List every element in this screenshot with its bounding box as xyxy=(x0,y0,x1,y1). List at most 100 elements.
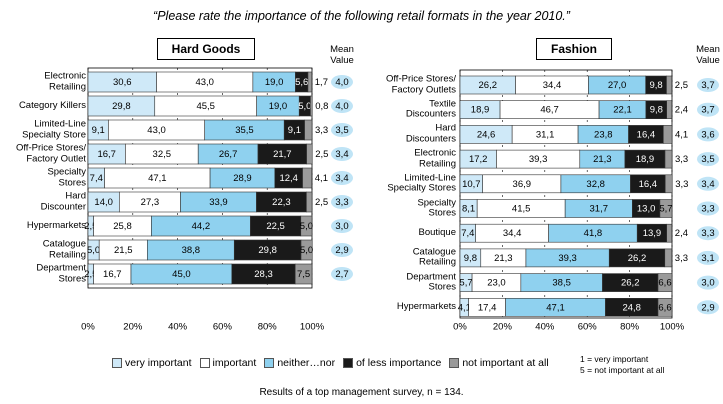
value-label: 16,4 xyxy=(639,179,658,190)
value-label: 27,3 xyxy=(141,197,160,208)
value-label: 0,8 xyxy=(315,101,328,112)
value-label: 26,2 xyxy=(628,253,647,264)
category-label: Electronic Retailing xyxy=(44,70,86,92)
value-label: 21,7 xyxy=(273,149,292,160)
value-label: 16,7 xyxy=(103,269,122,280)
mean-bubble xyxy=(697,127,719,142)
value-label: 3,3 xyxy=(675,179,688,190)
mean-bubble xyxy=(331,123,353,137)
category-label: Department Stores xyxy=(36,262,86,284)
category-label: Textile Discounters xyxy=(405,98,456,120)
bar-segment xyxy=(664,149,673,169)
category-label: Catalogue Retailing xyxy=(42,238,86,260)
x-tick-label: 20% xyxy=(493,322,513,333)
value-label: 9,8 xyxy=(649,80,662,91)
value-label: 23,8 xyxy=(594,129,613,140)
value-label: 2,4 xyxy=(675,105,688,116)
legend-swatch xyxy=(449,358,460,368)
mean-label: 2,9 xyxy=(701,302,714,313)
value-label: 5,0 xyxy=(300,221,313,232)
mean-bubble xyxy=(331,75,353,89)
panel-title: Fashion xyxy=(536,38,612,60)
bar-segment xyxy=(306,143,313,165)
scale-note: 1 = very important xyxy=(580,354,649,364)
value-label: 28,3 xyxy=(254,269,273,280)
mean-label: 3,1 xyxy=(701,253,714,264)
legend-item: very important xyxy=(112,357,192,369)
value-label: 24,8 xyxy=(622,302,641,313)
value-label: 43,0 xyxy=(147,125,166,136)
category-label: Off-Price Stores/ Factory Outlet xyxy=(15,142,86,164)
value-label: 4,1 xyxy=(315,173,328,184)
category-label: Department Stores xyxy=(406,271,456,293)
x-tick-label: 100% xyxy=(660,322,685,333)
value-label: 45,5 xyxy=(196,101,215,112)
value-label: 39,3 xyxy=(529,154,548,165)
bar-segment xyxy=(300,215,313,237)
category-label: Specialty Stores xyxy=(47,166,86,188)
value-label: 8,1 xyxy=(462,204,475,215)
value-label: 22,1 xyxy=(613,105,632,116)
category-label: Hard Discounters xyxy=(405,122,456,145)
x-tick-label: 100% xyxy=(300,322,325,333)
value-label: 13,9 xyxy=(643,228,662,239)
mean-label: 3,4 xyxy=(701,179,714,190)
value-label: 5,6 xyxy=(295,77,308,88)
x-tick-label: 60% xyxy=(213,322,233,333)
mean-bubble xyxy=(697,275,719,290)
bar-segment xyxy=(307,71,313,93)
value-label: 2,5 xyxy=(315,197,328,208)
mean-bubble xyxy=(697,250,719,265)
legend-swatch xyxy=(264,358,275,368)
legend-swatch xyxy=(112,358,122,368)
value-label: 41,8 xyxy=(584,228,603,239)
x-tick-label: 60% xyxy=(578,322,598,333)
value-label: 9,1 xyxy=(92,125,105,136)
value-label: 9,1 xyxy=(288,125,301,136)
value-label: 46,7 xyxy=(540,105,559,116)
value-label: 14,0 xyxy=(94,197,113,208)
value-label: 5,0 xyxy=(298,101,311,112)
value-label: 47,1 xyxy=(546,302,565,313)
value-label: 17,4 xyxy=(478,302,497,313)
value-label: 5,0 xyxy=(300,245,313,256)
mean-label: 3,3 xyxy=(701,204,714,215)
value-label: 9,8 xyxy=(464,253,477,264)
value-label: 34,4 xyxy=(503,228,522,239)
bar-segment xyxy=(663,125,673,144)
mean-bubble xyxy=(331,171,353,185)
value-label: 6,6 xyxy=(658,302,671,313)
value-label: 7,4 xyxy=(90,173,103,184)
value-label: 39,3 xyxy=(558,253,577,264)
value-label: 10,7 xyxy=(462,179,481,190)
legend-item: not important at all xyxy=(449,357,549,369)
mean-bubble xyxy=(697,300,719,315)
value-label: 29,8 xyxy=(112,101,131,112)
value-label: 3,3 xyxy=(675,154,688,165)
bar-segment xyxy=(659,199,673,218)
value-label: 21,5 xyxy=(114,245,133,256)
value-label: 31,1 xyxy=(536,129,555,140)
value-label: 35,5 xyxy=(235,125,254,136)
value-label: 32,8 xyxy=(586,179,605,190)
legend-label: not important at all xyxy=(462,357,549,369)
mean-bubble xyxy=(697,102,719,117)
value-label: 38,5 xyxy=(552,278,571,289)
mean-label: 3,4 xyxy=(335,173,348,184)
category-label: Off-Price Stores/ Factory Outlets xyxy=(385,73,456,95)
value-label: 16,4 xyxy=(637,129,656,140)
mean-label: 3,4 xyxy=(335,149,348,160)
legend-label: very important xyxy=(125,357,192,369)
legend-swatch xyxy=(343,358,354,368)
page-title: “Please rate the importance of the follo… xyxy=(153,9,570,23)
legend-label: of less importance xyxy=(356,357,442,369)
value-label: 21,3 xyxy=(593,154,612,165)
category-label: Catalogue Retailing xyxy=(412,246,456,268)
mean-label: 2,7 xyxy=(335,269,348,280)
value-label: 2,4 xyxy=(675,228,688,239)
legend: very important important neither…nor of les… xyxy=(112,357,549,369)
category-label: Hard Discounter xyxy=(40,190,86,212)
mean-bubble xyxy=(331,219,353,233)
value-label: 38,8 xyxy=(182,245,201,256)
